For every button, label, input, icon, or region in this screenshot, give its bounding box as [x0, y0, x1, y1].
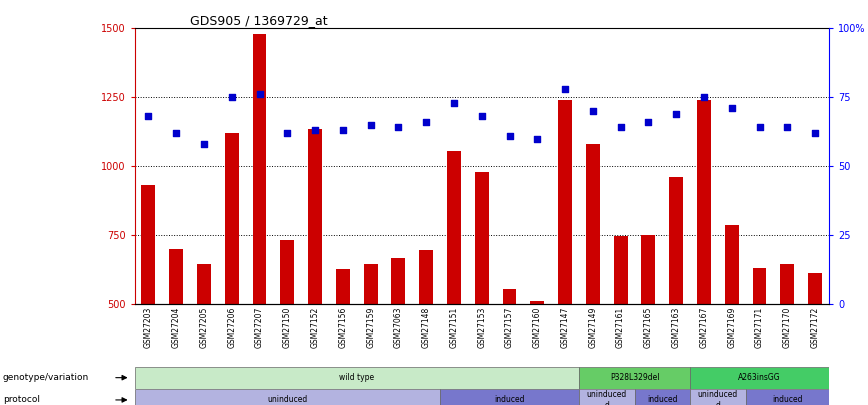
- Bar: [635, 389, 690, 405]
- Text: GSM27159: GSM27159: [366, 307, 375, 348]
- Bar: [253, 34, 266, 304]
- Bar: [669, 177, 683, 304]
- Bar: [753, 268, 766, 304]
- Bar: [697, 100, 711, 304]
- Text: protocol: protocol: [3, 395, 40, 405]
- Point: [669, 111, 683, 117]
- Point: [308, 127, 322, 134]
- Bar: [225, 133, 239, 304]
- Point: [725, 105, 739, 111]
- Text: GSM27207: GSM27207: [255, 307, 264, 348]
- Text: GDS905 / 1369729_at: GDS905 / 1369729_at: [190, 14, 328, 27]
- Bar: [475, 172, 489, 304]
- Text: GSM27148: GSM27148: [422, 307, 431, 348]
- Text: genotype/variation: genotype/variation: [3, 373, 89, 382]
- Bar: [558, 100, 572, 304]
- Text: uninduced: uninduced: [267, 395, 307, 405]
- Bar: [725, 225, 739, 304]
- Text: induced: induced: [494, 395, 525, 405]
- Point: [614, 124, 628, 131]
- Bar: [586, 144, 600, 304]
- Point: [641, 119, 655, 125]
- Text: GSM27151: GSM27151: [450, 307, 458, 348]
- Text: P328L329del: P328L329del: [609, 373, 660, 382]
- Point: [391, 124, 405, 131]
- Text: A263insGG: A263insGG: [738, 373, 781, 382]
- Text: GSM27163: GSM27163: [672, 307, 681, 348]
- Text: GSM27170: GSM27170: [783, 307, 792, 348]
- Text: GSM27157: GSM27157: [505, 307, 514, 348]
- Bar: [308, 129, 322, 304]
- Text: GSM27063: GSM27063: [394, 307, 403, 348]
- Bar: [419, 250, 433, 304]
- Text: GSM27171: GSM27171: [755, 307, 764, 348]
- Bar: [447, 151, 461, 304]
- Text: GSM27160: GSM27160: [533, 307, 542, 348]
- Bar: [808, 273, 822, 304]
- Text: GSM27169: GSM27169: [727, 307, 736, 348]
- Text: uninduced
d: uninduced d: [698, 390, 738, 405]
- Point: [697, 94, 711, 100]
- Point: [447, 100, 461, 106]
- Point: [558, 86, 572, 92]
- Bar: [440, 389, 579, 405]
- Text: GSM27152: GSM27152: [311, 307, 319, 348]
- Point: [364, 122, 378, 128]
- Bar: [614, 236, 628, 304]
- Bar: [690, 367, 829, 389]
- Point: [141, 113, 155, 120]
- Point: [503, 132, 516, 139]
- Bar: [364, 264, 378, 304]
- Point: [530, 135, 544, 142]
- Text: GSM27165: GSM27165: [644, 307, 653, 348]
- Bar: [391, 258, 405, 304]
- Text: GSM27205: GSM27205: [200, 307, 208, 348]
- Point: [225, 94, 239, 100]
- Point: [169, 130, 183, 136]
- Bar: [169, 249, 183, 304]
- Bar: [135, 389, 440, 405]
- Text: GSM27172: GSM27172: [811, 307, 819, 348]
- Bar: [579, 367, 690, 389]
- Text: uninduced
d: uninduced d: [587, 390, 627, 405]
- Point: [475, 113, 489, 120]
- Point: [808, 130, 822, 136]
- Text: GSM27203: GSM27203: [144, 307, 153, 348]
- Text: GSM27153: GSM27153: [477, 307, 486, 348]
- Text: GSM27147: GSM27147: [561, 307, 569, 348]
- Point: [780, 124, 794, 131]
- Text: induced: induced: [772, 395, 803, 405]
- Point: [253, 91, 266, 98]
- Text: wild type: wild type: [339, 373, 374, 382]
- Text: GSM27150: GSM27150: [283, 307, 292, 348]
- Point: [280, 130, 294, 136]
- Text: GSM27167: GSM27167: [700, 307, 708, 348]
- Point: [197, 141, 211, 147]
- Bar: [197, 264, 211, 304]
- Bar: [746, 389, 829, 405]
- Point: [753, 124, 766, 131]
- Bar: [135, 367, 579, 389]
- Text: induced: induced: [647, 395, 678, 405]
- Point: [586, 108, 600, 114]
- Bar: [280, 241, 294, 304]
- Bar: [780, 264, 794, 304]
- Bar: [141, 185, 155, 304]
- Point: [336, 127, 350, 134]
- Text: GSM27149: GSM27149: [589, 307, 597, 348]
- Point: [419, 119, 433, 125]
- Text: GSM27204: GSM27204: [172, 307, 181, 348]
- Bar: [641, 235, 655, 304]
- Text: GSM27206: GSM27206: [227, 307, 236, 348]
- Text: GSM27156: GSM27156: [339, 307, 347, 348]
- Bar: [579, 389, 635, 405]
- Bar: [530, 301, 544, 304]
- Bar: [336, 269, 350, 304]
- Text: GSM27161: GSM27161: [616, 307, 625, 348]
- Bar: [503, 289, 516, 304]
- Bar: [690, 389, 746, 405]
